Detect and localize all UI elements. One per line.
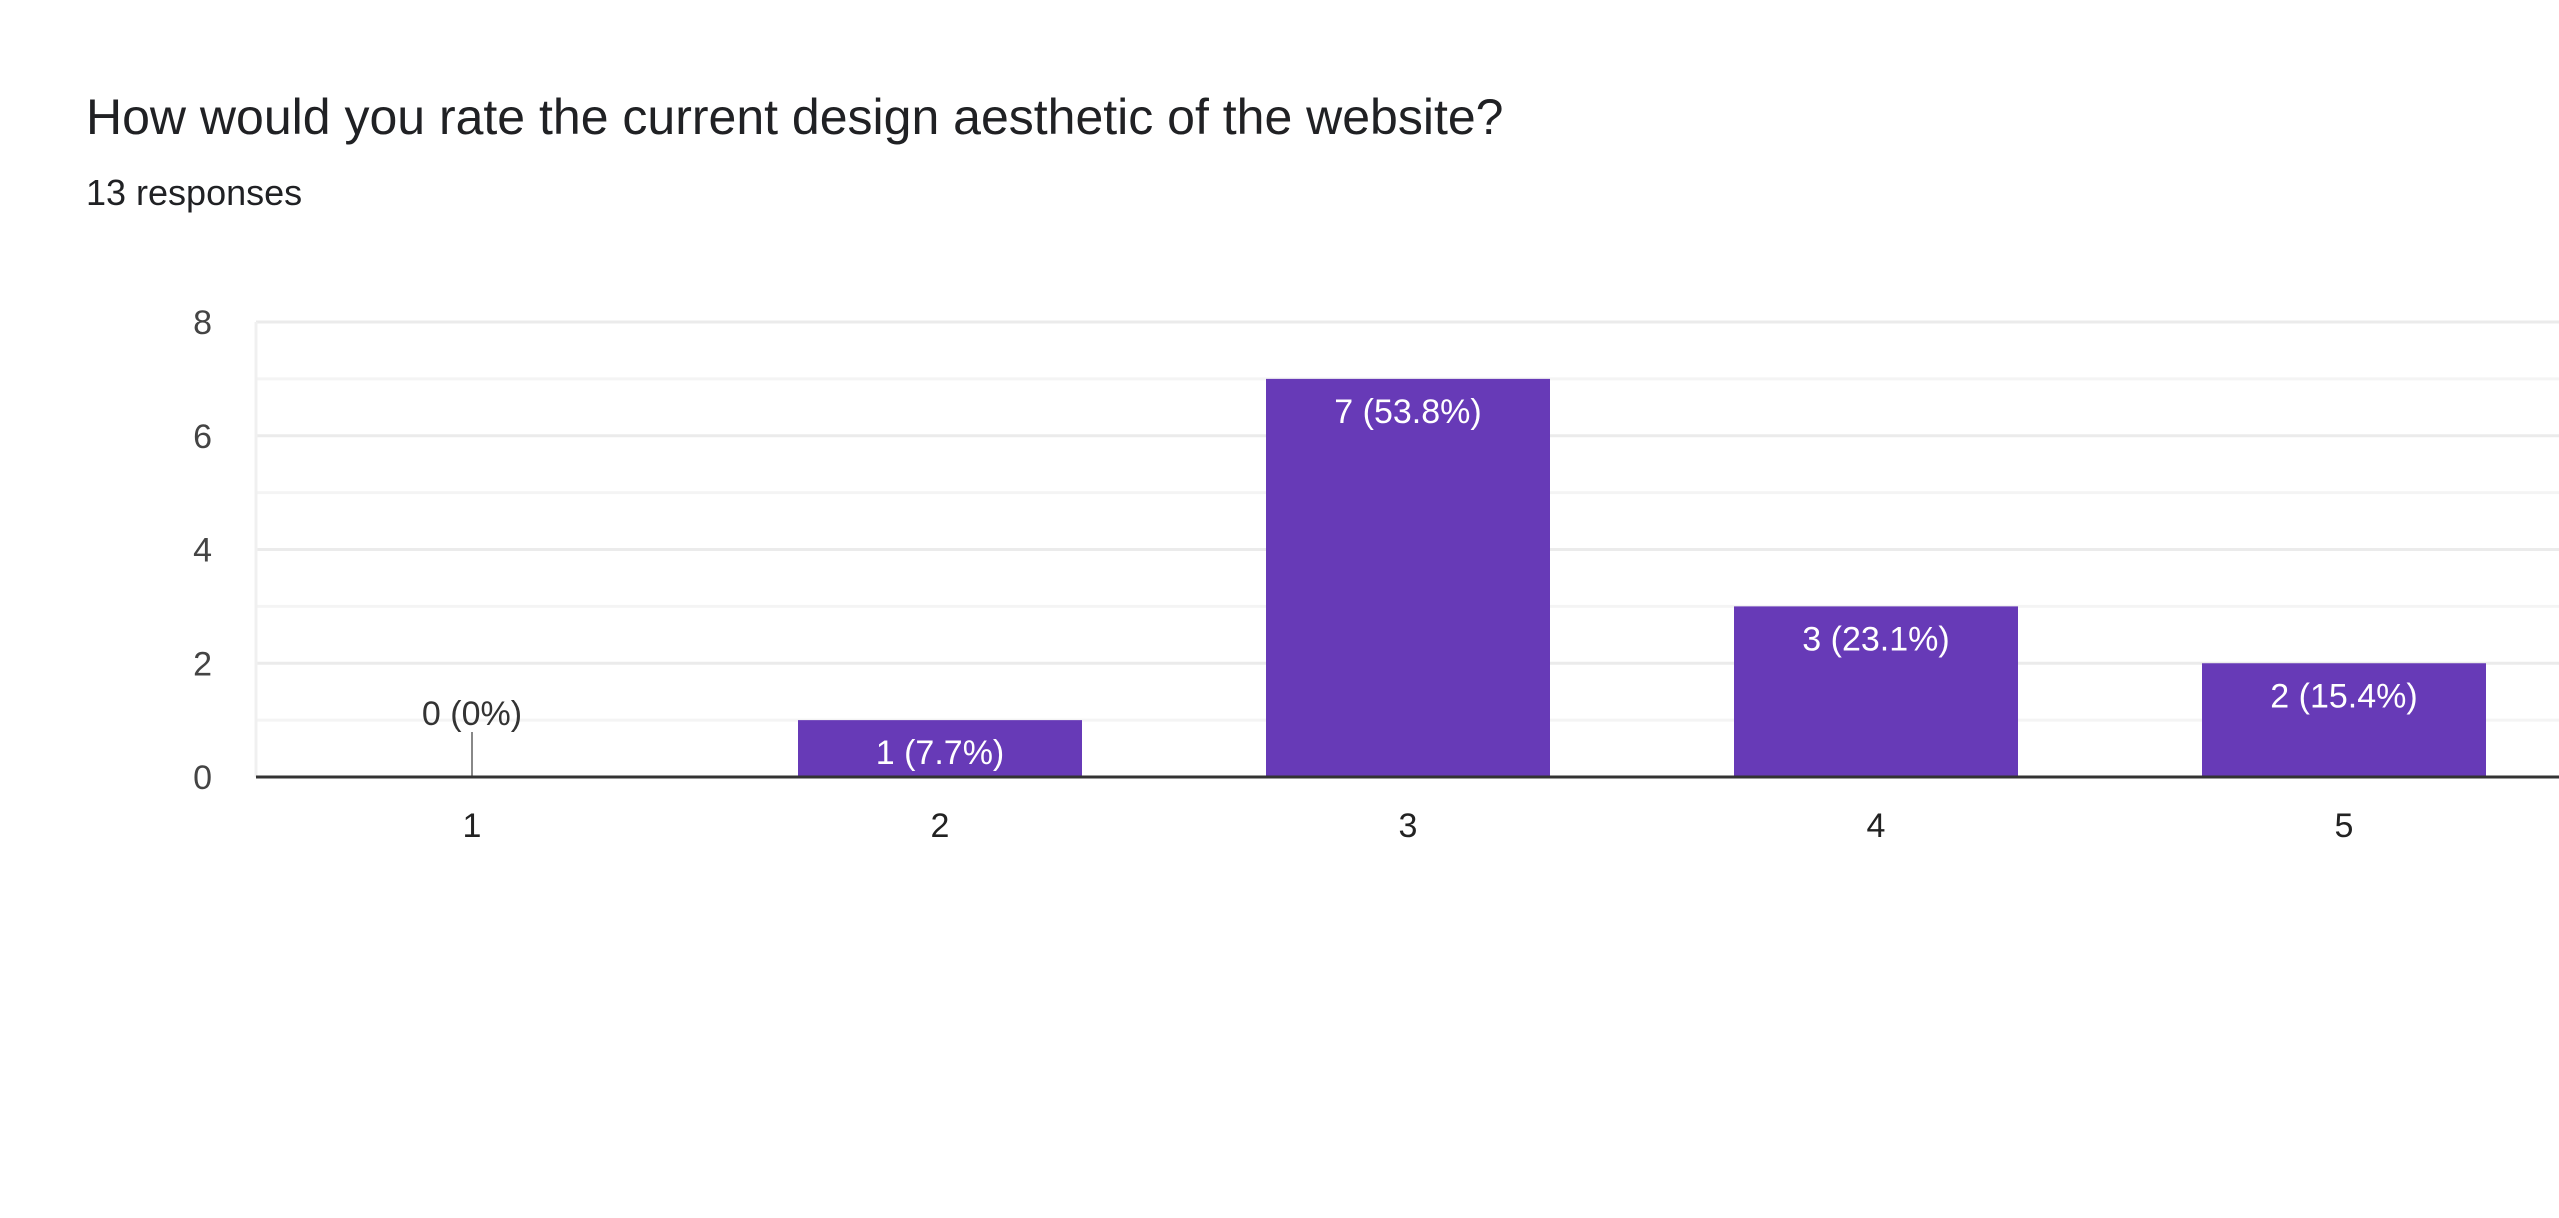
x-tick-label: 5 (2335, 807, 2354, 845)
bar-data-label: 1 (7.7%) (876, 734, 1005, 772)
bar-3 (1266, 378, 1550, 777)
chart-title: How would you rate the current design ae… (86, 89, 1504, 145)
y-tick-label: 8 (193, 304, 212, 342)
bar-data-label: 2 (15.4%) (2270, 677, 2417, 715)
bar-5 (2202, 663, 2486, 777)
x-tick-label: 2 (931, 807, 950, 845)
y-tick-label: 0 (193, 759, 212, 797)
x-tick-label: 1 (463, 807, 482, 845)
y-tick-label: 6 (193, 418, 212, 456)
bar-data-label: 7 (53.8%) (1334, 393, 1481, 431)
y-tick-label: 2 (193, 645, 212, 683)
x-tick-label: 3 (1399, 807, 1418, 845)
x-tick-label: 4 (1867, 807, 1886, 845)
bar-4 (1734, 606, 2018, 777)
y-tick-label: 4 (193, 532, 212, 570)
bar-data-label: 3 (23.1%) (1802, 620, 1949, 658)
response-count: 13 responses (86, 172, 303, 213)
bar-data-label: 0 (0%) (422, 695, 522, 733)
bar-2 (798, 720, 1082, 777)
